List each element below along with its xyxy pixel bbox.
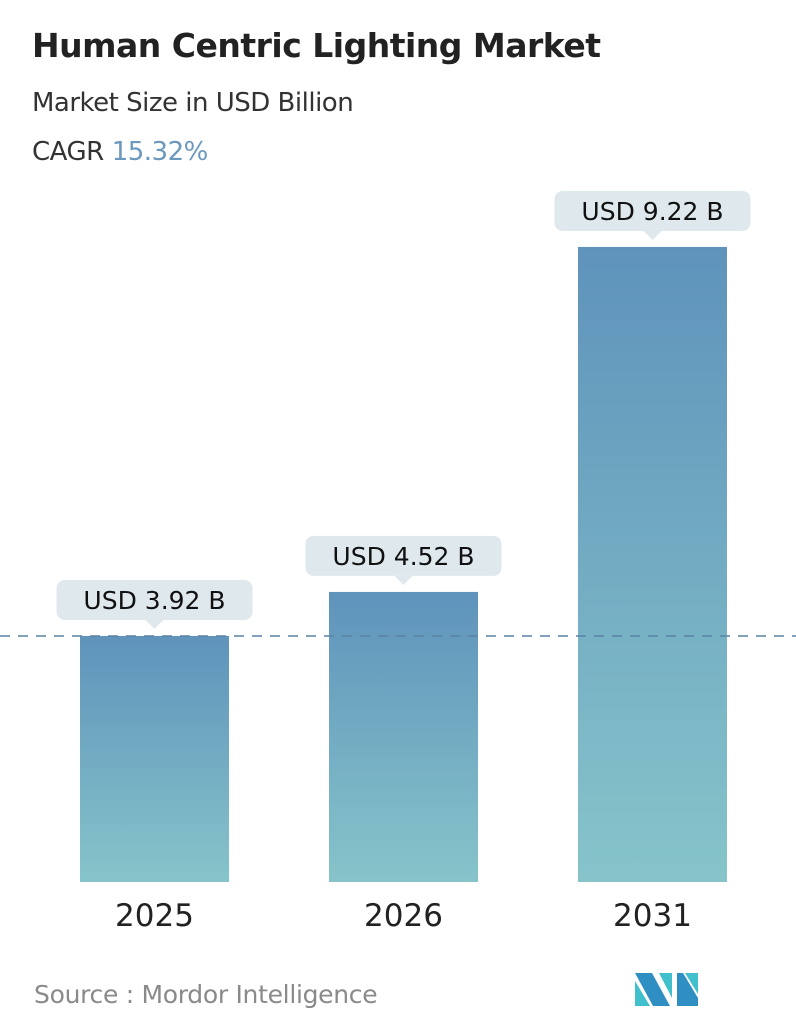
cagr-value: 15.32% xyxy=(111,137,209,167)
cagr: CAGR 15.32% xyxy=(32,137,208,167)
bar-2031 xyxy=(578,246,727,882)
data-label-box xyxy=(554,190,751,231)
bar-2025 xyxy=(80,635,229,882)
data-label: USD 9.22 B xyxy=(581,197,723,226)
data-label-box xyxy=(56,579,253,620)
chart-title: Human Centric Lighting Market xyxy=(32,26,601,65)
data-label-pointer xyxy=(643,230,662,240)
data-label-pointer xyxy=(145,619,164,629)
data-label: USD 4.52 B xyxy=(332,542,474,571)
data-label-pointer xyxy=(394,575,413,585)
cagr-label: CAGR xyxy=(32,137,104,167)
data-label-box xyxy=(305,535,502,576)
x-tick-label: 2031 xyxy=(613,898,692,934)
source-text: Source : Mordor Intelligence xyxy=(34,980,378,1009)
x-tick-label: 2026 xyxy=(364,898,443,934)
chart-subtitle: Market Size in USD Billion xyxy=(32,88,354,118)
x-tick-label: 2025 xyxy=(115,898,194,934)
bar-2026 xyxy=(329,591,478,882)
data-label: USD 3.92 B xyxy=(83,586,225,615)
